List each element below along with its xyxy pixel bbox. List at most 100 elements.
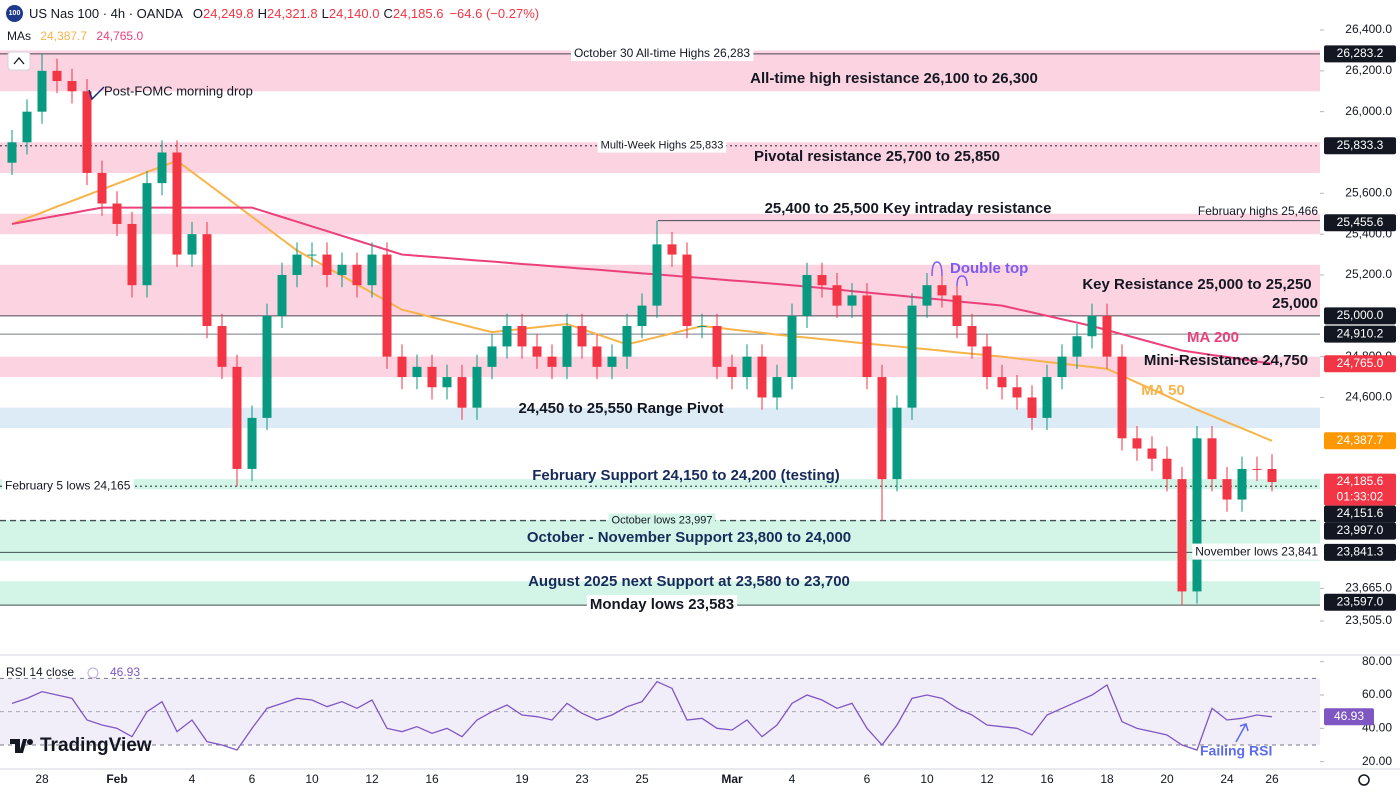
candle-body	[187, 234, 197, 255]
x-tick-label: 12	[365, 772, 379, 786]
candle-body	[1267, 468, 1277, 483]
candle-body	[637, 305, 647, 327]
collapse-button[interactable]	[7, 51, 31, 71]
x-tick-label: 6	[864, 772, 871, 786]
candle-body	[112, 203, 122, 224]
x-tick-label: 16	[1040, 772, 1054, 786]
candle-body	[997, 377, 1007, 388]
candle-body	[277, 274, 287, 316]
ohlc-key: C	[383, 6, 393, 21]
candle-body	[127, 223, 137, 286]
ohlc-value: 24,249.8	[203, 6, 254, 21]
zone-label: Pivotal resistance 25,700 to 25,850	[754, 148, 1000, 165]
x-tick-label: 6	[249, 772, 256, 786]
rsi-title[interactable]: RSI 14 close	[6, 665, 74, 679]
candle-body	[712, 326, 722, 367]
candle-body	[847, 295, 857, 306]
y-tick-label: 25,600.0	[1345, 185, 1392, 199]
candle-body	[1027, 397, 1037, 418]
rsi-line	[11, 680, 1273, 751]
candle-body	[832, 285, 842, 306]
price-marker	[1324, 307, 1396, 325]
price-marker	[1324, 432, 1396, 450]
candle-body	[937, 285, 947, 296]
candle-body	[142, 183, 152, 286]
candle-body	[1057, 356, 1067, 378]
candle-body	[652, 244, 662, 306]
candle-body	[682, 254, 692, 327]
y-tick-label: 26,200.0	[1345, 63, 1392, 77]
label-background	[608, 513, 716, 528]
candle-body	[457, 377, 467, 408]
price-marker-label: 24,910.2	[1337, 326, 1384, 340]
zone-label: Key Resistance 25,000 to 25,250	[1082, 276, 1311, 293]
candle-body	[172, 152, 182, 255]
ohlc-key: L	[321, 6, 329, 21]
price-marker-label: 23,597.0	[1337, 594, 1384, 608]
candle-body	[1237, 468, 1247, 500]
failing-rsi-arrow	[1235, 723, 1249, 743]
candle-body	[1132, 438, 1142, 449]
logo-text: TradingView	[40, 735, 152, 756]
candle-body	[562, 326, 572, 367]
candle-body	[22, 111, 32, 143]
price-marker-label: 26,283.2	[1337, 46, 1384, 60]
level-label: February 5 lows 24,165	[5, 478, 131, 492]
y-tick-label: 25,200.0	[1345, 267, 1392, 281]
symbol-title[interactable]: US Nas 100 · 4h · OANDA	[29, 6, 183, 21]
ohlc-value: 24,140.0	[328, 6, 380, 21]
ohlc: O24,249.8 H24,321.8 L24,140.0 C24,185.6	[189, 6, 444, 21]
rsi-icon	[87, 667, 99, 679]
candle-body	[592, 346, 602, 367]
y-tick-label: 23,505.0	[1345, 613, 1392, 627]
collapse-icon	[13, 56, 25, 65]
candle-body	[1087, 315, 1097, 337]
candle-body	[472, 366, 482, 408]
zone	[0, 407, 1320, 429]
candle-body	[202, 234, 212, 327]
price-marker-label: 23,841.3	[1337, 545, 1384, 559]
candle-body	[412, 366, 422, 378]
candle-body	[907, 305, 917, 408]
ma-value: 24,765.0	[96, 29, 144, 43]
candle-body	[1192, 438, 1202, 592]
ma-label: MA 200	[1187, 329, 1239, 346]
rsi-legend-value: 46.93	[110, 665, 140, 679]
candle-body	[307, 254, 317, 256]
rsi-y-tick-label: 80.00	[1362, 654, 1392, 668]
candle-body	[1147, 448, 1157, 459]
logo-dot	[27, 739, 33, 745]
candle-body	[577, 326, 587, 347]
price-marker-label: 25,833.3	[1337, 138, 1384, 152]
candle-body	[952, 295, 962, 327]
candle-body	[247, 417, 257, 469]
price-marker-label: 25,455.6	[1337, 215, 1384, 229]
candle-body	[67, 81, 77, 92]
countdown: 01:33:02	[1337, 490, 1384, 504]
candle-body	[622, 326, 632, 357]
y-tick-label: 26,000.0	[1345, 104, 1392, 118]
level-label: Monday lows 23,583	[590, 596, 734, 613]
price-marker	[1324, 473, 1396, 506]
price-marker	[1324, 137, 1396, 155]
x-tick-label: 19	[515, 772, 529, 786]
settings-icon[interactable]	[1358, 774, 1370, 786]
x-tick-label: 18	[1100, 772, 1114, 786]
change: −64.6 (−0.27%)	[449, 6, 540, 21]
x-tick-label: Mar	[721, 772, 743, 786]
candle-body	[1222, 479, 1232, 500]
labels: All-time high resistance 26,100 to 26,30…	[2, 22, 1396, 786]
candle-body	[982, 346, 992, 378]
candle-body	[1012, 387, 1022, 398]
candle-body	[37, 70, 47, 112]
candle-body	[517, 326, 527, 347]
x-tick-label: 4	[189, 772, 196, 786]
double-top-icon	[931, 261, 968, 287]
ohlc-value: 24,185.6	[392, 6, 444, 21]
ma-label: MA 50	[1141, 382, 1185, 399]
price-marker-label: 24,185.6	[1337, 474, 1384, 488]
candle-body	[1042, 377, 1052, 418]
